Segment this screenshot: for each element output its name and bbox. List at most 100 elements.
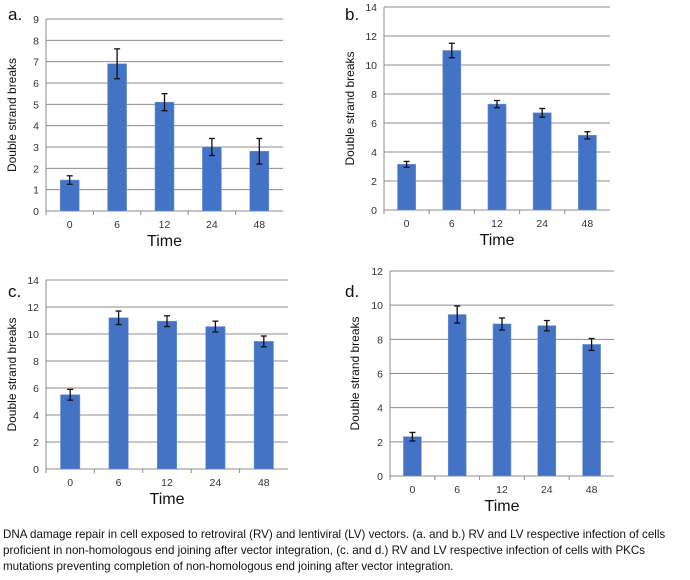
y-tick-label: 6 <box>377 369 383 381</box>
figure-caption: DNA damage repair in cell exposed to ret… <box>3 528 666 573</box>
x-axis-title: Time <box>150 491 185 508</box>
y-tick-label: 0 <box>371 205 377 217</box>
x-tick-label: 24 <box>210 477 222 489</box>
bar <box>532 112 552 211</box>
x-tick-label: 24 <box>541 484 553 496</box>
y-tick-label: 0 <box>33 206 39 218</box>
x-tick-label: 48 <box>582 218 594 230</box>
y-tick-label: 3 <box>33 142 39 154</box>
error-bar <box>494 99 500 109</box>
x-tick-label: 12 <box>496 484 508 496</box>
y-tick-label: 4 <box>33 410 39 422</box>
error-bar <box>499 317 505 331</box>
x-axis-title: Time <box>147 233 182 250</box>
y-tick-label: 2 <box>33 437 39 449</box>
bar <box>487 103 507 211</box>
panel-label: a. <box>8 5 22 24</box>
y-tick-label: 5 <box>33 99 39 111</box>
y-tick-label: 14 <box>27 275 39 287</box>
x-tick-label: 12 <box>159 219 171 231</box>
error-bar <box>164 315 170 328</box>
error-bar <box>208 137 215 157</box>
y-tick-label: 6 <box>33 383 39 395</box>
error-bar <box>67 388 74 401</box>
y-tick-label: 7 <box>33 57 39 69</box>
x-tick-label: 24 <box>206 219 218 231</box>
error-bar <box>448 42 455 59</box>
error-bar <box>539 107 546 118</box>
y-tick-label: 10 <box>365 60 377 72</box>
bar <box>253 341 274 470</box>
x-tick-label: 48 <box>586 484 598 496</box>
x-tick-label: 12 <box>491 218 503 230</box>
y-tick-label: 0 <box>33 464 39 476</box>
y-axis-title: Double strand breaks <box>348 316 362 430</box>
y-tick-label: 0 <box>377 471 383 483</box>
bar <box>154 101 175 212</box>
x-axis-title: Time <box>480 232 515 249</box>
bar <box>202 146 222 212</box>
x-tick-label: 0 <box>404 218 410 230</box>
y-tick-label: 4 <box>377 403 383 415</box>
error-bar <box>66 175 73 185</box>
y-tick-label: 14 <box>365 2 377 14</box>
x-axis-title: Time <box>485 498 520 515</box>
y-tick-label: 9 <box>33 14 39 26</box>
bar <box>157 320 177 470</box>
bar <box>442 50 462 211</box>
y-tick-label: 10 <box>27 329 39 341</box>
y-tick-label: 1 <box>33 185 39 197</box>
error-bar <box>454 305 461 324</box>
y-tick-label: 2 <box>377 437 383 449</box>
y-tick-label: 8 <box>33 356 39 368</box>
y-tick-label: 10 <box>371 300 383 312</box>
panel-label: d. <box>345 282 359 301</box>
y-axis-title: Double strand breaks <box>5 317 19 431</box>
error-bar <box>543 319 550 332</box>
x-tick-label: 48 <box>258 477 270 489</box>
x-tick-label: 12 <box>161 477 173 489</box>
bar <box>60 394 81 470</box>
panel-label: c. <box>8 282 21 301</box>
y-tick-label: 8 <box>371 89 377 101</box>
panel-label: b. <box>345 5 359 24</box>
bar <box>582 344 601 477</box>
error-bar <box>409 431 416 442</box>
bar <box>108 317 129 470</box>
x-tick-label: 0 <box>67 219 73 231</box>
bar <box>397 164 416 211</box>
y-tick-label: 4 <box>33 121 39 133</box>
y-tick-label: 8 <box>33 35 39 47</box>
y-tick-label: 6 <box>33 78 39 90</box>
x-tick-label: 48 <box>253 219 265 231</box>
bar <box>492 323 512 477</box>
y-tick-label: 8 <box>377 334 383 346</box>
bar <box>578 135 597 211</box>
error-bar <box>161 93 168 112</box>
error-bar <box>212 320 219 333</box>
y-tick-label: 2 <box>371 176 377 188</box>
x-tick-label: 6 <box>114 219 120 231</box>
bar <box>107 63 127 212</box>
bar <box>537 325 557 477</box>
y-tick-label: 6 <box>371 118 377 130</box>
x-tick-label: 24 <box>536 218 548 230</box>
y-tick-label: 12 <box>365 31 377 43</box>
y-axis-title: Double strand breaks <box>343 51 357 165</box>
bar <box>205 326 226 470</box>
x-tick-label: 0 <box>67 477 73 489</box>
error-bar <box>115 310 122 326</box>
x-tick-label: 6 <box>449 218 455 230</box>
y-tick-label: 4 <box>371 147 377 159</box>
y-tick-label: 12 <box>27 302 39 314</box>
error-bar <box>588 337 595 352</box>
y-axis-title: Double strand breaks <box>5 58 19 172</box>
bar <box>403 436 422 477</box>
error-bar <box>256 137 263 165</box>
bar <box>447 314 467 477</box>
